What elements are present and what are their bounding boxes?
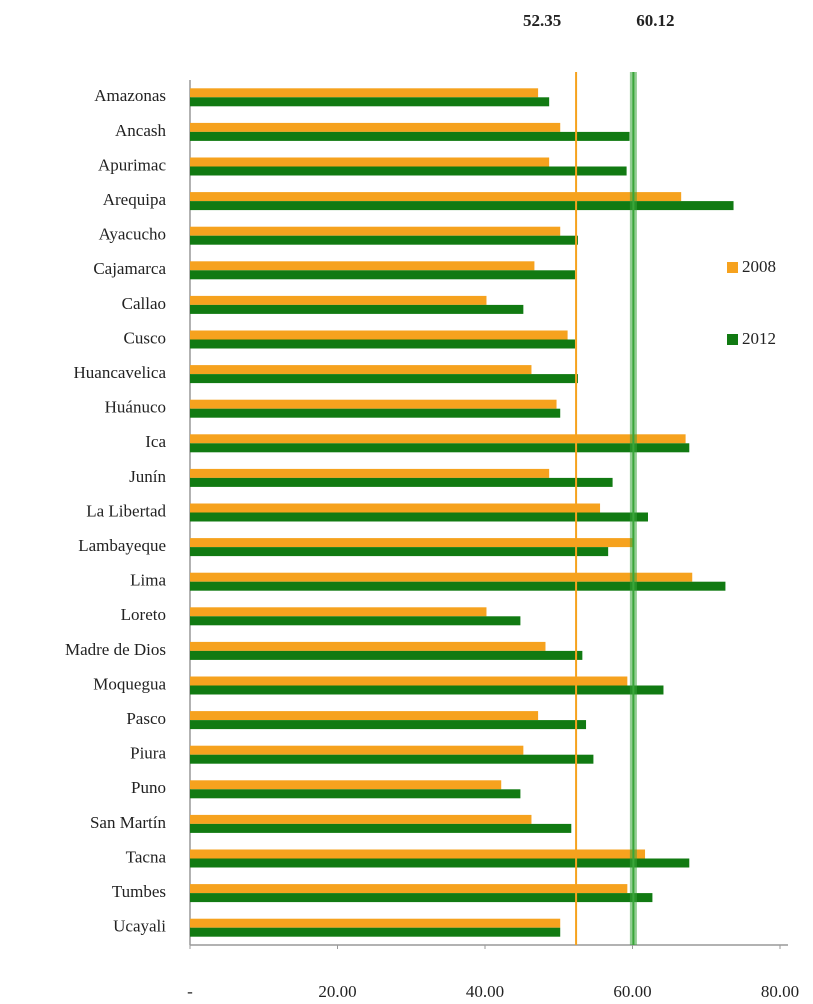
bar: [190, 780, 502, 790]
y-tick-label: Junín: [129, 467, 166, 486]
bar: [190, 893, 653, 903]
y-tick-label: Huancavelica: [74, 363, 167, 382]
bar: [190, 304, 524, 314]
y-tick-label: Loreto: [121, 605, 166, 624]
y-tick-label: Piura: [130, 744, 166, 763]
bar: [190, 192, 682, 202]
bar: [190, 330, 568, 340]
bar: [190, 261, 535, 271]
bar: [190, 720, 587, 730]
x-tick-label: 20.00: [318, 982, 356, 1001]
bar: [190, 374, 578, 384]
y-tick-label: Arequipa: [103, 190, 167, 209]
bar: [190, 884, 628, 894]
bar: [190, 443, 690, 453]
y-tick-label: Ucayali: [113, 917, 166, 936]
y-tick-label: Callao: [122, 294, 166, 313]
bar: [190, 503, 601, 513]
bar: [190, 745, 524, 755]
reference-label: 60.12: [636, 11, 674, 30]
bar: [190, 97, 550, 107]
reference-label: 52.35: [523, 11, 561, 30]
x-tick-label: 80.00: [761, 982, 799, 1001]
y-tick-label: Tumbes: [112, 882, 166, 901]
bar: [190, 685, 664, 695]
bar: [190, 512, 648, 522]
bar: [190, 607, 487, 617]
bar: [190, 270, 575, 280]
bar: [190, 650, 583, 660]
y-tick-label: Ica: [145, 432, 166, 451]
bar: [190, 918, 561, 928]
y-tick-label: Puno: [131, 778, 166, 797]
bar: [190, 166, 627, 176]
y-tick-label: La Libertad: [86, 501, 166, 520]
bar: [190, 849, 646, 859]
legend-swatch: [727, 334, 738, 345]
bar: [190, 754, 594, 764]
bar: [190, 572, 693, 582]
y-tick-label: Amazonas: [94, 86, 166, 105]
bar: [190, 858, 690, 868]
x-tick-label: 40.00: [466, 982, 504, 1001]
bar: [190, 581, 726, 591]
bar: [190, 226, 561, 236]
x-tick-label: -: [187, 982, 193, 1001]
bar: [190, 823, 572, 833]
y-tick-label: Ancash: [115, 121, 166, 140]
y-tick-label: Lambayeque: [78, 536, 166, 555]
bar: [190, 122, 561, 132]
bar: [190, 399, 557, 409]
bar: [190, 157, 550, 167]
y-tick-label: San Martín: [90, 813, 167, 832]
bar: [190, 676, 628, 686]
y-tick-label: Apurimac: [98, 155, 166, 174]
bar: [190, 927, 561, 937]
bar: [190, 547, 609, 557]
bar: [190, 235, 578, 245]
y-tick-label: Tacna: [126, 847, 167, 866]
y-tick-label: Pasco: [126, 709, 166, 728]
y-tick-label: Moquegua: [93, 674, 166, 693]
bar: [190, 131, 630, 141]
y-tick-label: Madre de Dios: [65, 640, 166, 659]
x-tick-label: 60.00: [613, 982, 651, 1001]
bar: [190, 477, 613, 487]
bar: [190, 711, 539, 721]
y-tick-label: Lima: [130, 571, 166, 590]
bar: [190, 88, 539, 98]
bar: [190, 538, 634, 548]
bar: [190, 295, 487, 305]
y-tick-label: Huánuco: [105, 398, 166, 417]
bar: [190, 339, 575, 349]
bar: [190, 365, 532, 375]
y-tick-label: Cajamarca: [93, 259, 166, 278]
legend-label: 2008: [742, 257, 776, 276]
bar: [190, 468, 550, 478]
bar: [190, 789, 521, 799]
bar: [190, 814, 532, 824]
bar: [190, 641, 546, 651]
y-tick-label: Ayacucho: [99, 225, 166, 244]
y-tick-label: Cusco: [124, 328, 167, 347]
bar: [190, 434, 686, 444]
bar: [190, 201, 734, 211]
bar: [190, 408, 561, 418]
bar: [190, 616, 521, 626]
legend-label: 2012: [742, 329, 776, 348]
legend-swatch: [727, 262, 738, 273]
